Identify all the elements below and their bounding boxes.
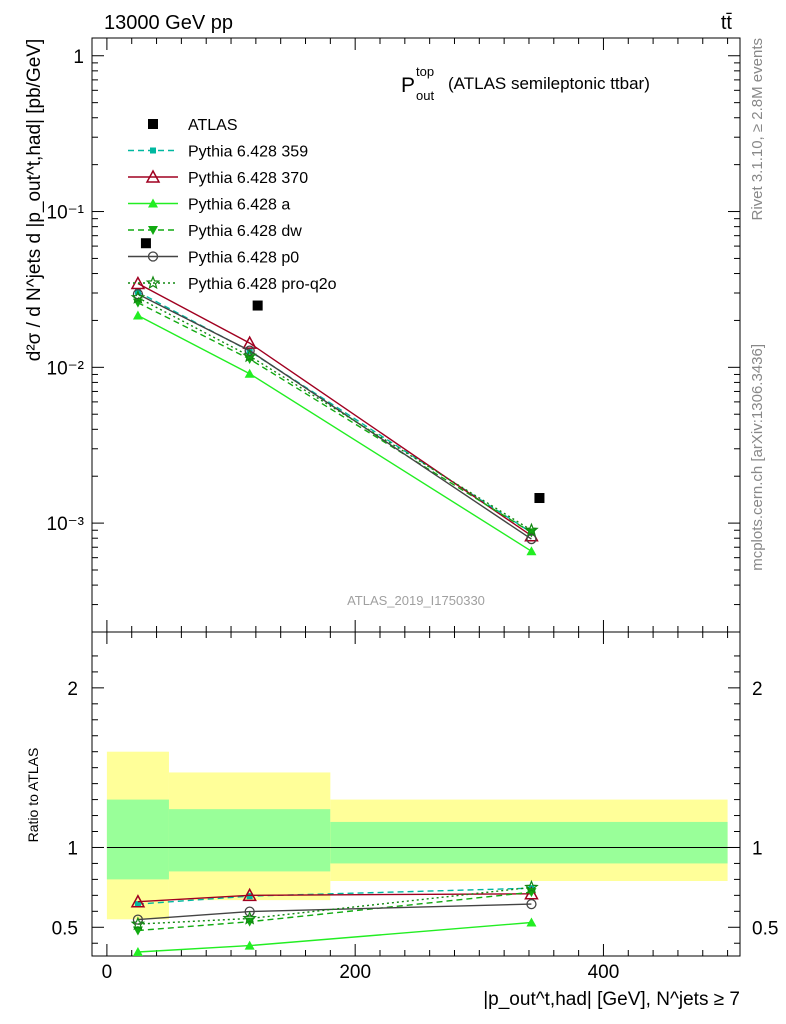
title-subscript: out: [416, 88, 434, 103]
reference-point: [534, 493, 545, 504]
ratio-point: [244, 906, 255, 917]
uncertainty-band-inner: [168, 809, 331, 872]
ratio-point: [130, 894, 146, 908]
legend-label: Pythia 6.428 p0: [188, 250, 299, 267]
y-tick-label: 10⁻³: [47, 514, 85, 535]
ratio-point: [246, 893, 253, 900]
ratio-point: [242, 910, 257, 925]
main-ylabel: d²σ / d N^jets d |p_out^t,had| [pb/GeV]: [24, 39, 45, 362]
legend-marker: [148, 226, 158, 235]
rivet-label: Rivet 3.1.10, ≥ 2.8M events: [749, 38, 766, 221]
y-tick-label: 2: [67, 679, 78, 700]
ratio-line: [137, 886, 532, 925]
ratio-series-pythia-6-428-a: [132, 917, 537, 957]
legend-label: Pythia 6.428 dw: [188, 223, 302, 240]
ratio-point: [134, 901, 141, 908]
legend-marker: [148, 198, 158, 208]
legend-entry: Pythia 6.428 dw: [128, 223, 302, 240]
energy-label: 13000 GeV pp: [104, 12, 233, 34]
ratio-point: [242, 887, 257, 902]
series-point: [244, 345, 255, 356]
ratio-xlabel: |p_out^t,had| [GeV], N^jets ≥ 7: [483, 989, 740, 1010]
mcplots-label: mcplots.cern.ch [arXiv:1306.3436]: [749, 344, 766, 571]
title-main: P: [401, 74, 415, 97]
legend-marker: [147, 251, 159, 262]
series-point: [132, 310, 143, 320]
legend-marker: [145, 169, 161, 183]
legend-entry: Pythia 6.428 p0: [128, 250, 299, 267]
reference-atlas: [140, 238, 545, 504]
series-point: [526, 546, 537, 556]
ratio-series-pythia-6-428-370: [130, 886, 539, 908]
ratio-series-pythia-6-428-p0: [132, 898, 537, 925]
legend-label: Pythia 6.428 pro-q2o: [188, 276, 337, 293]
series-line: [137, 293, 532, 540]
ratio-point: [526, 898, 537, 910]
reference-point: [140, 238, 151, 249]
legend-entry: Pythia 6.428 359: [128, 144, 308, 161]
legend-label: ATLAS: [188, 117, 238, 134]
series-point: [242, 348, 257, 363]
series-point: [526, 533, 537, 545]
legend-marker: [145, 275, 161, 290]
y-tick-label: 0.5: [752, 918, 778, 939]
legend-entry: ATLAS: [148, 117, 238, 134]
series-point: [244, 368, 255, 378]
ratio-point: [244, 940, 255, 950]
y-tick-label: 2: [752, 679, 763, 700]
series-line: [137, 291, 532, 534]
y-tick-label: 10⁻²: [47, 358, 85, 379]
ratio-point: [524, 886, 539, 900]
ratio-panel: 0.5 0.5 1 1 2 2 0 200 400: [52, 631, 778, 983]
reference-point: [252, 300, 263, 311]
series-point: [524, 522, 539, 537]
legend: ATLAS Pythia 6.428 359 Pythia 6.428 370 Pyt…: [128, 117, 337, 293]
legend-marker: [148, 119, 158, 129]
ratio-point: [526, 917, 537, 927]
title-rest: (ATLAS semileptonic ttbar): [448, 74, 650, 93]
main-panel: 1 10⁻¹ 10⁻² 10⁻³: [47, 37, 741, 633]
legend-entry: Pythia 6.428 a: [128, 197, 290, 214]
uncertainty-band-inner: [330, 821, 728, 864]
x-tick-label: 400: [588, 962, 620, 983]
legend-label: Pythia 6.428 370: [188, 170, 308, 187]
y-tick-label: 0.5: [52, 918, 78, 939]
title-superscript: top: [416, 64, 434, 79]
y-tick-label: 1: [67, 838, 78, 859]
series-point: [242, 335, 257, 349]
series-pythia-6-428-a: [132, 310, 537, 556]
ratio-series-pythia-6-428-pro-q2o: [130, 879, 539, 931]
series-pythia-6-428-pro-q2o: [130, 290, 539, 537]
ratio-line: [137, 893, 532, 903]
analysis-label: ATLAS_2019_I1750330: [347, 593, 485, 608]
y-tick-label: 10⁻¹: [47, 203, 85, 224]
uncertainty-band-inner: [106, 799, 169, 880]
legend-label: Pythia 6.428 a: [188, 197, 290, 214]
x-tick-label: 0: [102, 962, 113, 983]
ratio-ylabel: Ratio to ATLAS: [25, 748, 41, 843]
series-pythia-6-428-p0: [132, 288, 537, 545]
legend-marker: [150, 147, 156, 154]
x-tick-label: 200: [339, 962, 371, 983]
legend-entry: Pythia 6.428 370: [128, 169, 308, 187]
ratio-point: [524, 879, 539, 894]
y-tick-label: 1: [73, 47, 84, 68]
series-line: [137, 297, 532, 531]
series-line: [137, 314, 532, 552]
legend-entry: Pythia 6.428 pro-q2o: [128, 275, 337, 293]
plot-title: P top out (ATLAS semileptonic ttbar): [401, 64, 650, 103]
series-line: [137, 282, 532, 537]
ratio-line: [137, 903, 532, 921]
legend-label: Pythia 6.428 359: [188, 144, 308, 161]
ratio-point: [130, 916, 146, 931]
y-tick-label: 1: [752, 838, 763, 859]
ratio-frame: [91, 631, 741, 957]
series-point: [130, 290, 146, 304]
ratio-point: [132, 947, 143, 957]
series-point: [132, 288, 144, 300]
process-label: tt̄: [721, 12, 733, 34]
series-line: [137, 302, 532, 534]
ratio-line: [137, 921, 532, 953]
